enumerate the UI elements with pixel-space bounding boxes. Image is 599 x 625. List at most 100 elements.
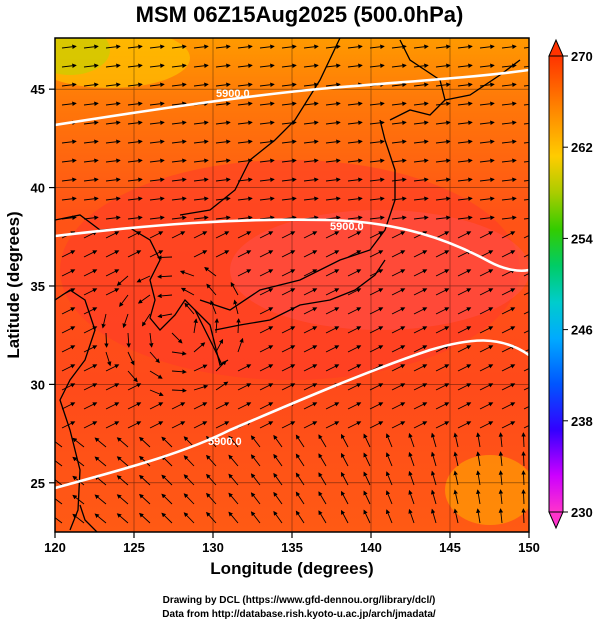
wind-vector [453, 451, 459, 467]
credit-line-2: Data from http://database.rish.kyoto-u.a… [162, 609, 436, 620]
wind-vector [139, 436, 151, 448]
wind-vector [413, 158, 429, 163]
wind-vector [457, 82, 473, 87]
wind-vector [363, 490, 371, 505]
wind-vector [435, 44, 451, 49]
wind-vector [523, 65, 529, 68]
wind-vector [193, 44, 209, 49]
wind-vector [149, 63, 165, 68]
wind-vector [391, 215, 407, 220]
wind-vector [413, 139, 429, 144]
wind-vector [237, 364, 252, 372]
wind-vector [157, 274, 173, 279]
honshu-south-coast [214, 259, 386, 331]
wind-vector [413, 215, 429, 220]
wind-vector [215, 44, 231, 49]
contour-north [55, 68, 529, 127]
wind-vector [149, 370, 163, 379]
wind-vector [523, 272, 529, 277]
wind-vector [347, 196, 363, 201]
wind-vector [127, 101, 143, 106]
wind-vector [521, 508, 526, 524]
wind-vector [408, 489, 415, 505]
wind-vector [180, 287, 195, 296]
wind-vector [347, 63, 363, 68]
y-tick-label: 45 [31, 82, 45, 97]
wind-vector [523, 291, 529, 296]
wind-vector [281, 139, 297, 144]
wind-vector [83, 177, 99, 182]
wind-vector [215, 215, 231, 220]
wind-vector [193, 120, 209, 125]
wind-vector [171, 44, 187, 49]
wind-vector [347, 177, 363, 182]
wind-vector [215, 120, 231, 125]
wind-vector [183, 474, 195, 486]
wind-vector [391, 63, 407, 68]
wind-vector [501, 383, 516, 391]
wind-vector [521, 489, 526, 505]
wind-vector [498, 508, 504, 524]
wind-vector [413, 402, 428, 410]
wind-vector [479, 120, 495, 125]
wind-vector [457, 307, 472, 315]
wind-vector [347, 288, 362, 296]
colorbar: 230 238 246 254 262 270 [548, 38, 593, 530]
wind-vector [171, 231, 186, 239]
wind-vector [250, 511, 261, 524]
wind-vector [408, 470, 415, 486]
wind-vector [105, 351, 112, 367]
wind-vector [457, 288, 472, 296]
wind-vector [457, 345, 472, 353]
wind-vector [193, 82, 209, 87]
wind-vector [457, 177, 473, 182]
wind-vector [61, 383, 76, 391]
wind-vector [347, 326, 362, 334]
wind-vector [83, 421, 98, 429]
wind-vector [501, 402, 516, 410]
wind-vector [61, 101, 77, 106]
wind-vector [55, 438, 63, 448]
wind-vector [325, 326, 340, 334]
wind-vector [413, 326, 428, 334]
wind-vector [479, 196, 495, 201]
wind-vector [391, 101, 407, 106]
wind-vector [391, 250, 406, 258]
wind-vector [259, 364, 274, 372]
wind-vector [137, 294, 151, 304]
wind-vector [119, 294, 129, 307]
wind-vector [184, 302, 195, 315]
wind-vector [523, 160, 529, 163]
wind-vector [61, 326, 76, 334]
wind-vector [369, 250, 384, 258]
wind-vector [479, 383, 494, 391]
wind-vector [413, 231, 428, 239]
wind-vector [303, 421, 318, 429]
wind-vector [171, 158, 187, 163]
wind-vector [183, 493, 195, 505]
wind-vector [101, 313, 107, 329]
wind-vector [521, 451, 526, 467]
wind-vector [476, 432, 481, 448]
wind-vector [83, 63, 99, 68]
wind-vector [171, 101, 187, 106]
wind-vector [83, 158, 99, 163]
wind-vector [501, 250, 516, 258]
wind-vector [457, 158, 473, 163]
wind-vector [391, 231, 406, 239]
wind-vector [215, 402, 230, 410]
wind-vector [281, 101, 297, 106]
wind-vector [259, 288, 274, 296]
wind-vector [83, 120, 99, 125]
colorbar-tick-label: 230 [571, 505, 593, 520]
wind-vector [303, 196, 319, 201]
wind-vector [116, 513, 129, 524]
x-ticks: 120 125 130 135 140 145 150 [44, 532, 540, 555]
colorbar-tick-label: 270 [571, 49, 593, 64]
wind-vector [369, 383, 384, 391]
wind-vector [369, 402, 384, 410]
wind-vector [295, 453, 305, 467]
wind-vector [281, 269, 296, 277]
wind-vector [435, 139, 451, 144]
wind-vector [127, 139, 143, 144]
